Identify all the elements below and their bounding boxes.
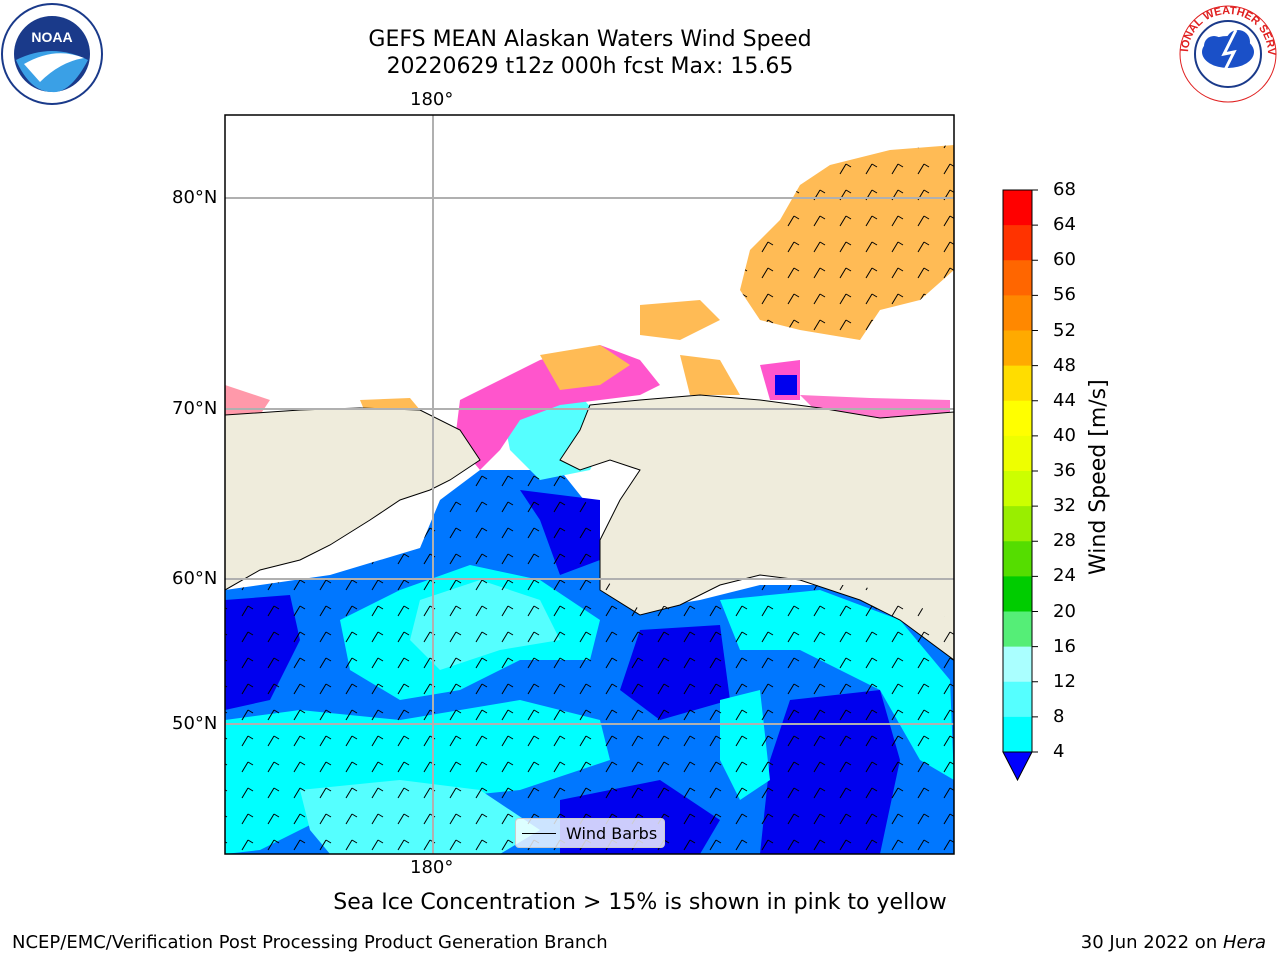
colorbar-title: Wind Speed [m/s] xyxy=(1086,379,1111,575)
sea-ice-caption: Sea Ice Concentration > 15% is shown in … xyxy=(333,890,947,915)
colorbar-tick-label: 24 xyxy=(1053,565,1076,587)
colorbar-tick-label: 28 xyxy=(1053,530,1076,552)
chart-title: GEFS MEAN Alaskan Waters Wind Speed xyxy=(368,27,812,52)
colorbar-tick-label: 52 xyxy=(1053,319,1076,341)
svg-text:NOAA: NOAA xyxy=(31,29,72,45)
colorbar-segment xyxy=(1003,330,1032,367)
colorbar-tick-label: 20 xyxy=(1053,600,1076,622)
colorbar-tick-label: 32 xyxy=(1053,495,1076,517)
colorbar-segment xyxy=(1003,365,1032,402)
colorbar-segment xyxy=(1003,681,1032,718)
sea-ice-region xyxy=(680,355,740,395)
colorbar-tick-label: 12 xyxy=(1053,670,1076,692)
colorbar-tick-label: 16 xyxy=(1053,635,1076,657)
legend-line-icon xyxy=(522,832,556,834)
sea-ice-edge xyxy=(225,385,270,415)
lat-label-60: 60°N xyxy=(172,568,218,589)
chart-subtitle: 20220629 t12z 000h fcst Max: 15.65 xyxy=(386,54,794,79)
colorbar-tick-label: 8 xyxy=(1053,705,1065,727)
colorbar-segment xyxy=(1003,611,1032,648)
colorbar-tick-label: 56 xyxy=(1053,284,1076,306)
sea-ice-region xyxy=(640,300,720,340)
colorbar-tick-label: 64 xyxy=(1053,214,1076,236)
colorbar-tick-label: 68 xyxy=(1053,179,1076,200)
colorbar xyxy=(1002,189,1038,782)
colorbar-tick-label: 40 xyxy=(1053,424,1076,446)
colorbar-segment xyxy=(1003,506,1032,542)
legend-label: Wind Barbs xyxy=(566,823,658,843)
sea-ice-edge xyxy=(775,375,797,395)
colorbar-tick-label: 44 xyxy=(1053,389,1076,411)
footer-date: 30 Jun 2022 on Hera xyxy=(1081,932,1266,953)
colorbar-segment xyxy=(1003,716,1032,753)
colorbar-segment xyxy=(1003,541,1032,577)
colorbar-segment xyxy=(1003,190,1032,226)
colorbar-extend xyxy=(1002,751,1033,782)
colorbar-segment xyxy=(1003,435,1032,472)
noaa-logo: NOAA xyxy=(1,3,103,105)
lat-label-50: 50°N xyxy=(172,713,218,734)
colorbar-tick-label: 48 xyxy=(1053,354,1076,376)
colorbar-segment xyxy=(1003,260,1032,296)
lat-label-80: 80°N xyxy=(172,187,218,208)
colorbar-segment xyxy=(1003,225,1032,261)
lon-label-bottom: 180° xyxy=(410,857,454,878)
colorbar-tick-label: 4 xyxy=(1053,741,1065,762)
lat-label-70: 70°N xyxy=(172,398,218,419)
colorbar-tick-label: 60 xyxy=(1053,249,1076,271)
footer-date-text: 30 Jun 2022 on xyxy=(1080,932,1223,953)
colorbar-segment xyxy=(1003,646,1032,683)
sea-ice-region xyxy=(540,345,630,390)
map-frame xyxy=(224,114,955,855)
footer-credit: NCEP/EMC/Verification Post Processing Pr… xyxy=(12,932,608,953)
colorbar-segment xyxy=(1003,295,1032,331)
colorbar-tick-label: 36 xyxy=(1053,460,1076,481)
colorbar-segment xyxy=(1003,471,1032,507)
lon-label-top: 180° xyxy=(410,89,454,110)
wind-barb-legend: Wind Barbs xyxy=(515,818,665,848)
nws-logo: NATIONAL WEATHER SERVICE xyxy=(1176,2,1278,104)
footer-machine: Hera xyxy=(1222,932,1266,953)
colorbar-segment xyxy=(1003,400,1032,437)
colorbar-segment xyxy=(1003,576,1032,612)
